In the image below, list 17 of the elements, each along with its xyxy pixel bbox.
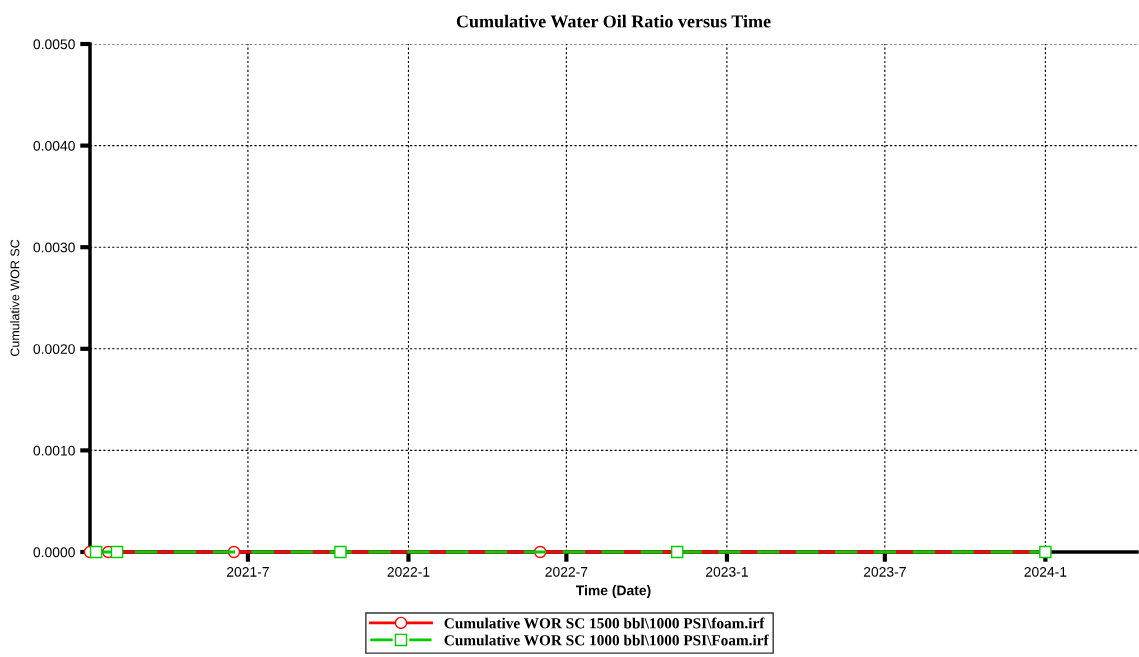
x-tick-label: 2022-1 <box>387 566 430 577</box>
y-axis-title: Cumulative WOR SC <box>10 239 20 357</box>
y-tick-label: 0.0000 <box>33 547 75 558</box>
x-axis-title: Time (Date) <box>575 585 651 599</box>
legend-label: Cumulative WOR SC 1500 bbl\1000 PSI\foam.irf <box>444 617 765 629</box>
chart-title: Cumulative Water Oil Ratio versus Time <box>456 14 771 28</box>
y-tick-label: 0.0050 <box>33 39 75 50</box>
y-tick-label: 0.0030 <box>33 242 75 253</box>
x-tick-label: 2021-7 <box>227 566 269 577</box>
x-tick-label: 2024-1 <box>1024 566 1067 577</box>
x-tick-label: 2023-7 <box>863 566 906 577</box>
legend-label: Cumulative WOR SC 1000 bbl\1000 PSI\Foam.irf <box>444 634 769 646</box>
y-tick-label: 0.0020 <box>33 344 75 354</box>
x-tick-label: 2022-7 <box>545 566 588 577</box>
y-tick-label: 0.0040 <box>33 140 75 151</box>
x-tick-label: 2023-1 <box>706 566 748 577</box>
y-tick-label: 0.0010 <box>33 445 75 456</box>
